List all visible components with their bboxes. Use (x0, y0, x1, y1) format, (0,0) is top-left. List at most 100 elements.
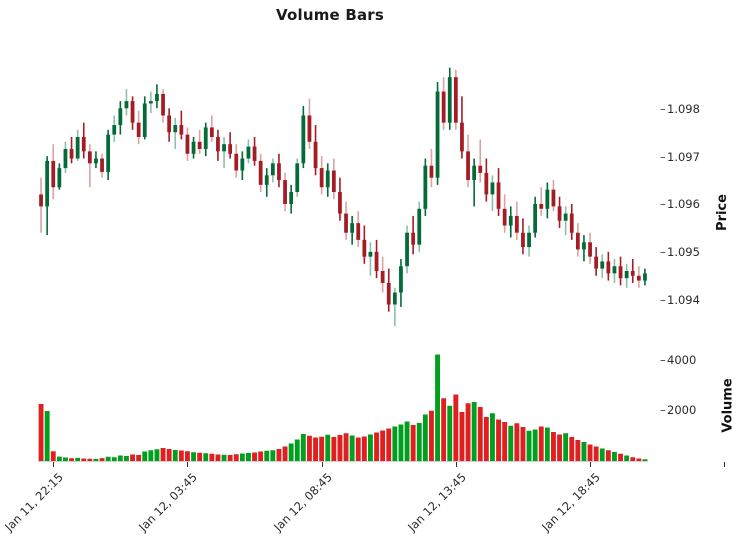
volume-bar (502, 422, 508, 462)
price-tick-label: –1.095 (660, 245, 700, 260)
candlestick (94, 151, 98, 169)
volume-bar (124, 456, 129, 462)
candlestick (155, 84, 159, 109)
candlestick (460, 96, 464, 159)
volume-bar (246, 453, 251, 462)
candlestick (331, 158, 336, 200)
candlestick (612, 259, 617, 283)
volume-bar (593, 446, 599, 462)
price-axis-label: Price (714, 194, 730, 231)
candlestick (594, 247, 599, 276)
volume-bar (313, 437, 318, 462)
x-axis-line (38, 461, 648, 462)
volume-bar (233, 454, 239, 462)
candlestick (441, 77, 446, 130)
candlestick (57, 163, 62, 190)
candlestick (624, 263, 629, 288)
x-tick-label: Jan 12, 03:45 (136, 470, 201, 534)
volume-bar (148, 450, 154, 462)
volume-bar (605, 450, 611, 462)
volume-bar (471, 402, 477, 462)
candlestick (307, 98, 312, 149)
candlestick (301, 105, 306, 169)
candlestick (502, 194, 507, 233)
volume-bar (209, 453, 215, 462)
volume-bar (398, 424, 404, 462)
candlestick (185, 127, 190, 161)
volume-bar (172, 450, 178, 462)
candlestick (466, 134, 470, 188)
volume-plot-area (38, 354, 648, 462)
candlestick (539, 187, 544, 216)
volume-bar (99, 458, 105, 462)
page-title: Volume Bars (275, 6, 385, 24)
candlestick (222, 137, 226, 169)
volume-bar (166, 449, 172, 462)
candlestick (39, 177, 43, 233)
volume-bar (56, 456, 62, 462)
volume-bar (50, 451, 56, 462)
candlestick (45, 156, 50, 236)
candlestick (124, 89, 129, 116)
candlestick (551, 180, 556, 212)
volume-bar (569, 437, 575, 462)
volume-bar (490, 413, 495, 462)
volume-bar (294, 439, 300, 462)
candlestick (75, 129, 80, 161)
volume-bar (93, 459, 99, 462)
volume-bar (429, 410, 434, 462)
candlestick (270, 158, 275, 183)
volume-bar (496, 419, 501, 462)
volume-bar (331, 437, 337, 462)
volume-bar (514, 423, 520, 462)
candlestick (100, 153, 104, 178)
candlestick (344, 201, 348, 240)
candlestick (362, 225, 367, 264)
candlestick (313, 125, 318, 176)
candlestick (508, 206, 513, 238)
candlestick (173, 117, 178, 149)
volume-bar (105, 456, 111, 462)
volume-bar (618, 453, 623, 462)
volume-bar (392, 426, 398, 462)
candlestick (203, 122, 208, 157)
volume-bar (197, 452, 203, 462)
volume-bar (300, 434, 306, 462)
candlestick (246, 139, 251, 164)
volume-bar (386, 428, 392, 462)
candlestick (582, 235, 586, 262)
volume-bar (508, 425, 514, 462)
candlestick (417, 201, 422, 252)
x-tick-label: Jan 12, 08:45 (270, 470, 335, 534)
candlestick (405, 225, 409, 274)
candlestick (423, 158, 428, 216)
candlestick (569, 204, 574, 240)
volume-bar (526, 430, 532, 462)
candlestick (374, 239, 379, 279)
candlestick (484, 158, 489, 202)
candlestick (252, 137, 257, 166)
volume-bar (270, 450, 276, 462)
candlestick (533, 196, 538, 238)
x-tick-mark (53, 462, 55, 467)
candlestick (588, 232, 592, 264)
volume-bar (258, 451, 264, 462)
candlestick (490, 175, 495, 212)
candlestick (368, 242, 373, 276)
candlestick (575, 223, 580, 257)
candlestick (87, 144, 92, 188)
candlestick (258, 153, 263, 193)
volume-bar (111, 457, 117, 462)
volume-bar (215, 454, 221, 462)
volume-bar (343, 433, 349, 462)
volume-bar (307, 435, 312, 462)
volume-bar (630, 457, 636, 462)
volume-bar (575, 440, 581, 462)
candlestick (600, 254, 605, 279)
candlestick (643, 268, 647, 286)
candlestick (435, 81, 440, 185)
candlestick (228, 132, 233, 159)
candlestick (130, 96, 135, 130)
candlestick (63, 141, 68, 173)
volume-bar (587, 444, 593, 462)
